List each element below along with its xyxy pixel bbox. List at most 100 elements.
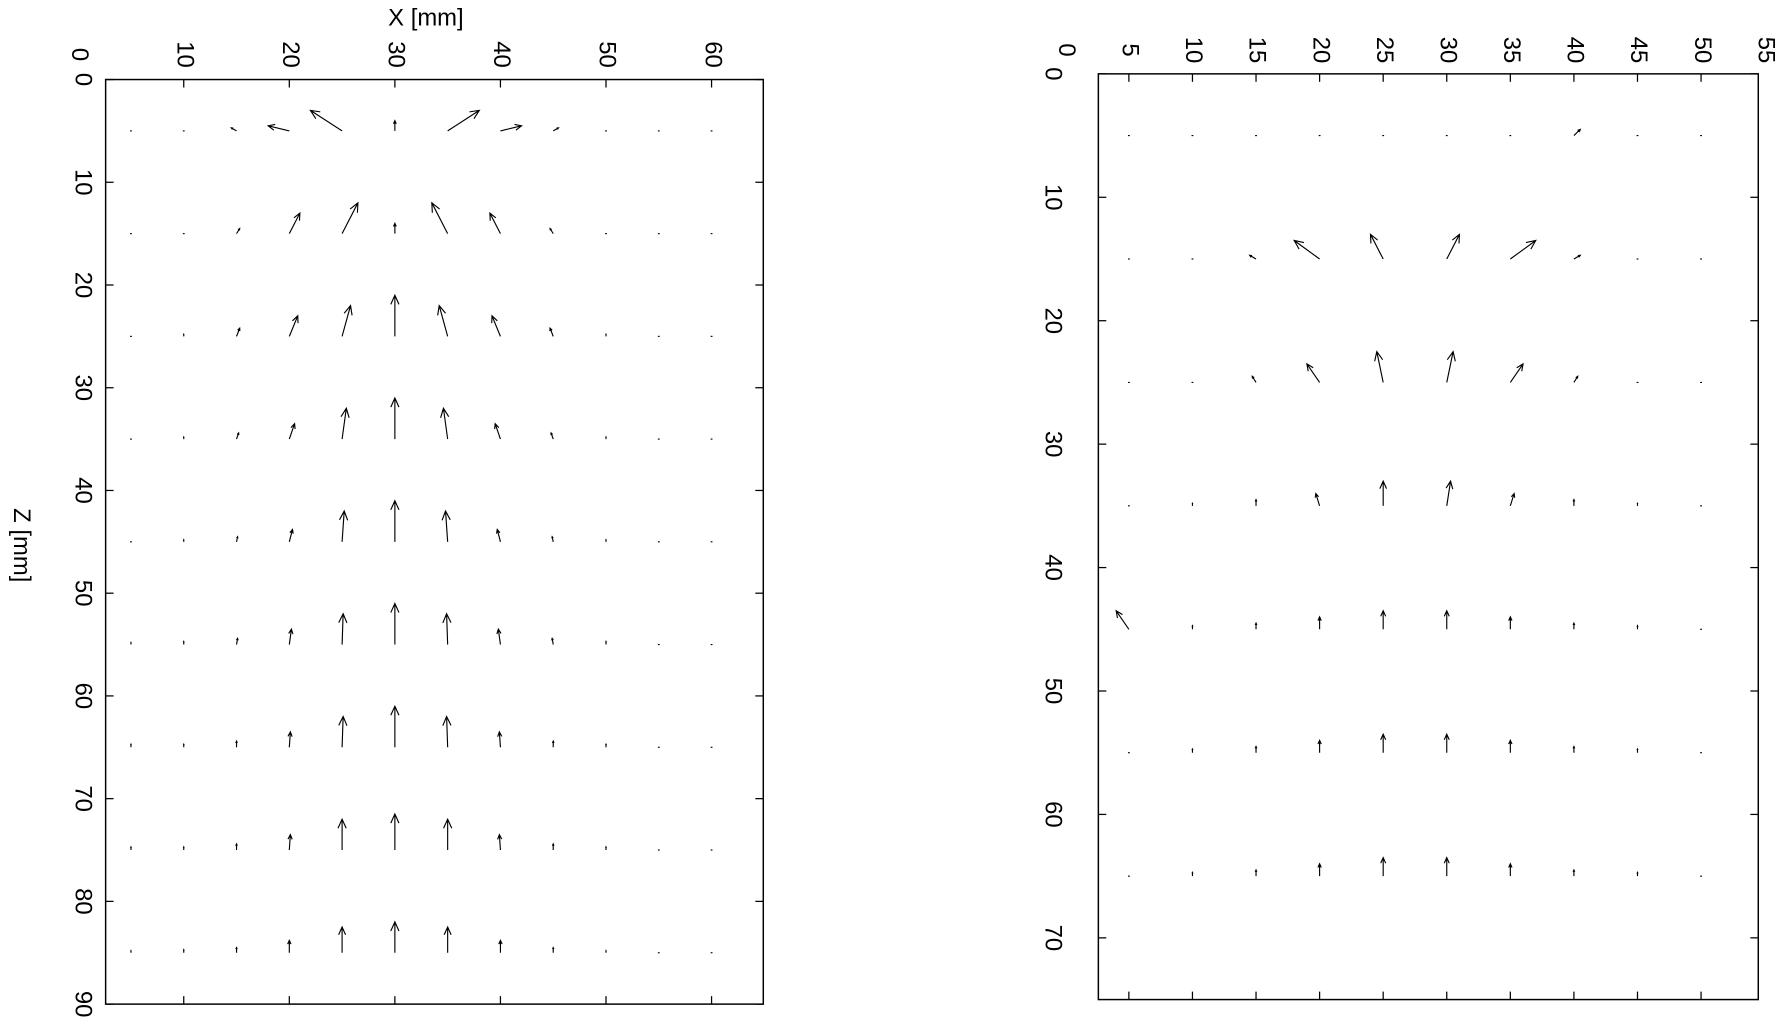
x-tick-label: 40	[1562, 37, 1589, 64]
velocity-arrow	[605, 435, 607, 440]
velocity-arrow	[235, 842, 238, 851]
y-tick-label: 50	[69, 580, 96, 607]
y-tick-label: 0	[1039, 67, 1066, 80]
velocity-arrow	[235, 946, 238, 953]
velocity-arrow	[440, 406, 450, 440]
velocity-arrow	[497, 833, 503, 851]
velocity-arrow	[442, 612, 452, 645]
velocity-arrow	[130, 742, 132, 748]
velocity-arrow	[182, 845, 185, 851]
velocity-arrow	[441, 509, 451, 542]
velocity-arrow	[1636, 624, 1639, 630]
velocity-arrow	[551, 637, 554, 645]
x-tick-label: 25	[1371, 37, 1398, 64]
velocity-arrow	[1314, 492, 1321, 507]
velocity-arrow	[182, 538, 185, 542]
velocity-arrow	[1254, 868, 1258, 877]
x-tick-label: 20	[277, 41, 304, 68]
velocity-arrow	[605, 949, 607, 953]
velocity-arrow	[1191, 871, 1194, 877]
x-axis-title: X [mm]	[388, 5, 464, 32]
x-tick-label: 55	[1752, 37, 1779, 64]
plot-frame	[1097, 73, 1760, 1001]
velocity-arrow	[1380, 732, 1387, 753]
velocity-arrow	[1636, 501, 1639, 506]
velocity-arrow	[494, 422, 501, 440]
y-tick-label: 20	[69, 272, 96, 299]
velocity-arrow	[1443, 732, 1450, 753]
velocity-arrow	[1573, 375, 1579, 383]
velocity-arrow	[550, 431, 554, 440]
velocity-arrow	[236, 326, 241, 337]
x-tick-label: 30	[383, 41, 410, 68]
velocity-arrow	[1445, 479, 1454, 506]
velocity-arrow	[182, 332, 185, 337]
velocity-arrow	[1380, 609, 1387, 630]
y-tick-label: 10	[1039, 184, 1066, 211]
x-tick-label: 50	[594, 41, 621, 68]
velocity-arrow	[288, 528, 294, 542]
velocity-arrow	[182, 742, 185, 748]
y-tick-label: 60	[1039, 801, 1066, 828]
velocity-arrow	[341, 304, 353, 337]
velocity-arrow	[1306, 362, 1321, 383]
y-tick-label: 70	[69, 785, 96, 812]
velocity-arrow	[1446, 350, 1456, 383]
velocity-arrow	[337, 817, 347, 851]
x-tick-label: 15	[1244, 37, 1271, 64]
velocity-arrow	[551, 535, 554, 542]
velocity-arrow	[288, 211, 301, 234]
velocity-arrow	[1572, 868, 1576, 877]
y-tick-label: 50	[1039, 678, 1066, 705]
velocity-arrow	[287, 833, 293, 851]
velocity-arrow	[1254, 621, 1258, 630]
velocity-arrow	[1443, 609, 1450, 630]
velocity-arrow	[341, 201, 359, 234]
velocity-arrow	[390, 602, 400, 645]
velocity-arrow	[1254, 498, 1258, 506]
x-tick-label: 5	[1117, 43, 1144, 56]
velocity-arrow	[1572, 498, 1576, 506]
velocity-arrow	[1191, 624, 1194, 630]
velocity-arrow	[235, 535, 239, 542]
velocity-arrow	[390, 920, 400, 953]
velocity-arrow	[390, 293, 400, 337]
velocity-arrow	[390, 704, 400, 748]
y-tick-label: 90	[69, 991, 96, 1018]
velocity-arrow	[1317, 738, 1322, 753]
velocity-arrow	[495, 528, 501, 542]
velocity-arrow	[392, 119, 397, 131]
y-tick-label: 0	[69, 73, 96, 86]
velocity-arrow	[235, 739, 238, 748]
velocity-arrow	[182, 435, 185, 440]
velocity-arrow	[1317, 862, 1322, 877]
velocity-arrow	[1317, 615, 1322, 630]
y-tick-label: 80	[69, 888, 96, 915]
velocity-arrow	[182, 948, 185, 953]
velocity-arrow	[500, 123, 523, 132]
velocity-arrow	[1369, 233, 1384, 260]
velocity-arrow	[491, 314, 501, 337]
velocity-arrow	[443, 925, 452, 953]
velocity-arrow	[1509, 492, 1516, 507]
x-tick-label: 0	[66, 48, 93, 61]
velocity-arrow	[1572, 621, 1576, 630]
velocity-arrow	[287, 939, 292, 953]
velocity-arrow	[1443, 856, 1450, 877]
velocity-arrow	[605, 845, 607, 851]
velocity-arrow	[552, 946, 555, 953]
velocity-arrow	[1380, 856, 1387, 877]
velocity-arrow	[1573, 254, 1582, 260]
velocity-arrow	[1446, 233, 1461, 260]
y-tick-label: 10	[69, 169, 96, 196]
velocity-arrow	[443, 817, 453, 851]
velocity-arrow	[549, 326, 554, 337]
x-tick-label: 0	[1053, 43, 1080, 56]
velocity-arrow	[390, 812, 400, 851]
velocity-arrow	[431, 201, 449, 234]
x-tick-label: 20	[1307, 37, 1334, 64]
velocity-arrow	[1254, 745, 1258, 753]
velocity-arrow	[1636, 871, 1639, 877]
